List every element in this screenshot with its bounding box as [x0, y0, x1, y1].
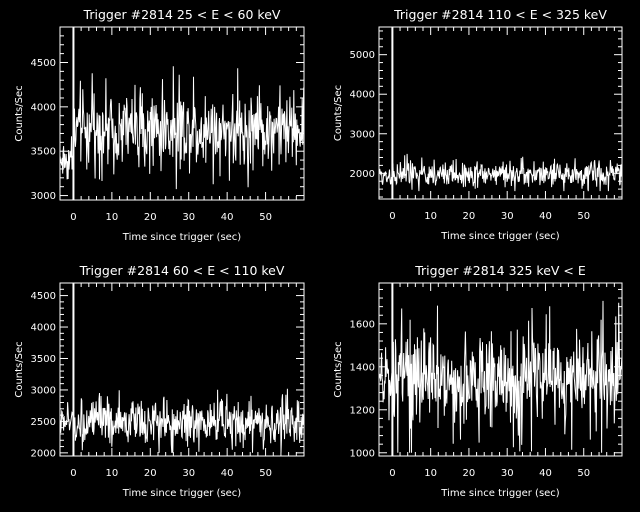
- plot-frame: [378, 282, 623, 457]
- chart-title: Trigger #2814 325 keV < E: [414, 263, 586, 278]
- y-tick-label: 1200: [350, 405, 375, 416]
- plot-frame: [378, 26, 623, 200]
- x-tick-label: 20: [144, 212, 157, 223]
- y-axis-label: Counts/Sec: [14, 85, 25, 141]
- y-tick-label: 3500: [31, 354, 56, 365]
- x-tick-label: 30: [182, 468, 195, 479]
- x-tick-label: 20: [463, 211, 476, 222]
- chart-title: Trigger #2814 25 < E < 60 keV: [83, 7, 281, 22]
- y-tick-label: 4000: [350, 90, 375, 101]
- y-tick-label: 4500: [31, 58, 56, 69]
- y-tick-label: 2000: [31, 448, 56, 459]
- chart-panel-1: Trigger #2814 25 < E < 60 keV Time since …: [14, 7, 305, 243]
- x-tick-label: 10: [424, 211, 437, 222]
- y-tick-label: 4500: [31, 291, 56, 302]
- x-axis-label: Time since trigger (sec): [122, 488, 242, 499]
- y-tick-label: 3000: [31, 191, 56, 202]
- plot-frame: [59, 26, 305, 201]
- chart-panel-2: Trigger #2814 110 < E < 325 keV Time sinc…: [333, 7, 623, 242]
- chart-panel-3: Trigger #2814 60 < E < 110 keV Time since…: [14, 263, 305, 499]
- y-axis-label: Counts/Sec: [333, 341, 344, 397]
- x-tick-label: 30: [501, 468, 514, 479]
- x-tick-label: 20: [463, 468, 476, 479]
- y-tick-label: 1000: [350, 448, 375, 459]
- x-axis-label: Time since trigger (sec): [440, 488, 560, 499]
- y-tick-label: 4000: [31, 102, 56, 113]
- x-axis-label: Time since trigger (sec): [122, 232, 242, 243]
- y-tick-label: 5000: [350, 50, 375, 61]
- x-tick-label: 50: [259, 468, 272, 479]
- light-curve-series: [59, 388, 305, 453]
- x-tick-label: 40: [221, 468, 234, 479]
- x-tick-label: 20: [144, 468, 157, 479]
- y-tick-label: 3500: [31, 147, 56, 158]
- chart-title: Trigger #2814 110 < E < 325 keV: [393, 7, 607, 22]
- x-tick-label: 10: [106, 468, 119, 479]
- x-tick-label: 0: [389, 211, 395, 222]
- x-tick-label: 40: [539, 468, 552, 479]
- y-tick-label: 1400: [350, 362, 375, 373]
- y-tick-label: 3000: [31, 385, 56, 396]
- chart-title: Trigger #2814 60 < E < 110 keV: [79, 263, 285, 278]
- x-tick-label: 50: [577, 211, 590, 222]
- x-tick-label: 50: [259, 212, 272, 223]
- x-tick-label: 0: [70, 212, 76, 223]
- plot-frame: [59, 282, 305, 457]
- y-tick-label: 3000: [350, 129, 375, 140]
- x-tick-label: 0: [70, 468, 76, 479]
- y-tick-label: 2000: [350, 169, 375, 180]
- light-curve-series: [378, 153, 623, 192]
- x-tick-label: 30: [501, 211, 514, 222]
- light-curve-series: [59, 66, 305, 190]
- y-tick-label: 4000: [31, 323, 56, 334]
- x-tick-label: 10: [424, 468, 437, 479]
- chart-panel-4: Trigger #2814 325 keV < E Time since trig…: [333, 263, 623, 499]
- x-tick-label: 30: [182, 212, 195, 223]
- y-tick-label: 1600: [350, 319, 375, 330]
- light-curve-series: [378, 300, 623, 453]
- x-tick-label: 40: [221, 212, 234, 223]
- y-axis-label: Counts/Sec: [333, 85, 344, 141]
- y-axis-label: Counts/Sec: [14, 341, 25, 397]
- x-tick-label: 10: [106, 212, 119, 223]
- x-tick-label: 0: [389, 468, 395, 479]
- x-tick-label: 40: [539, 211, 552, 222]
- x-axis-label: Time since trigger (sec): [440, 231, 560, 242]
- x-tick-label: 50: [577, 468, 590, 479]
- y-tick-label: 2500: [31, 417, 56, 428]
